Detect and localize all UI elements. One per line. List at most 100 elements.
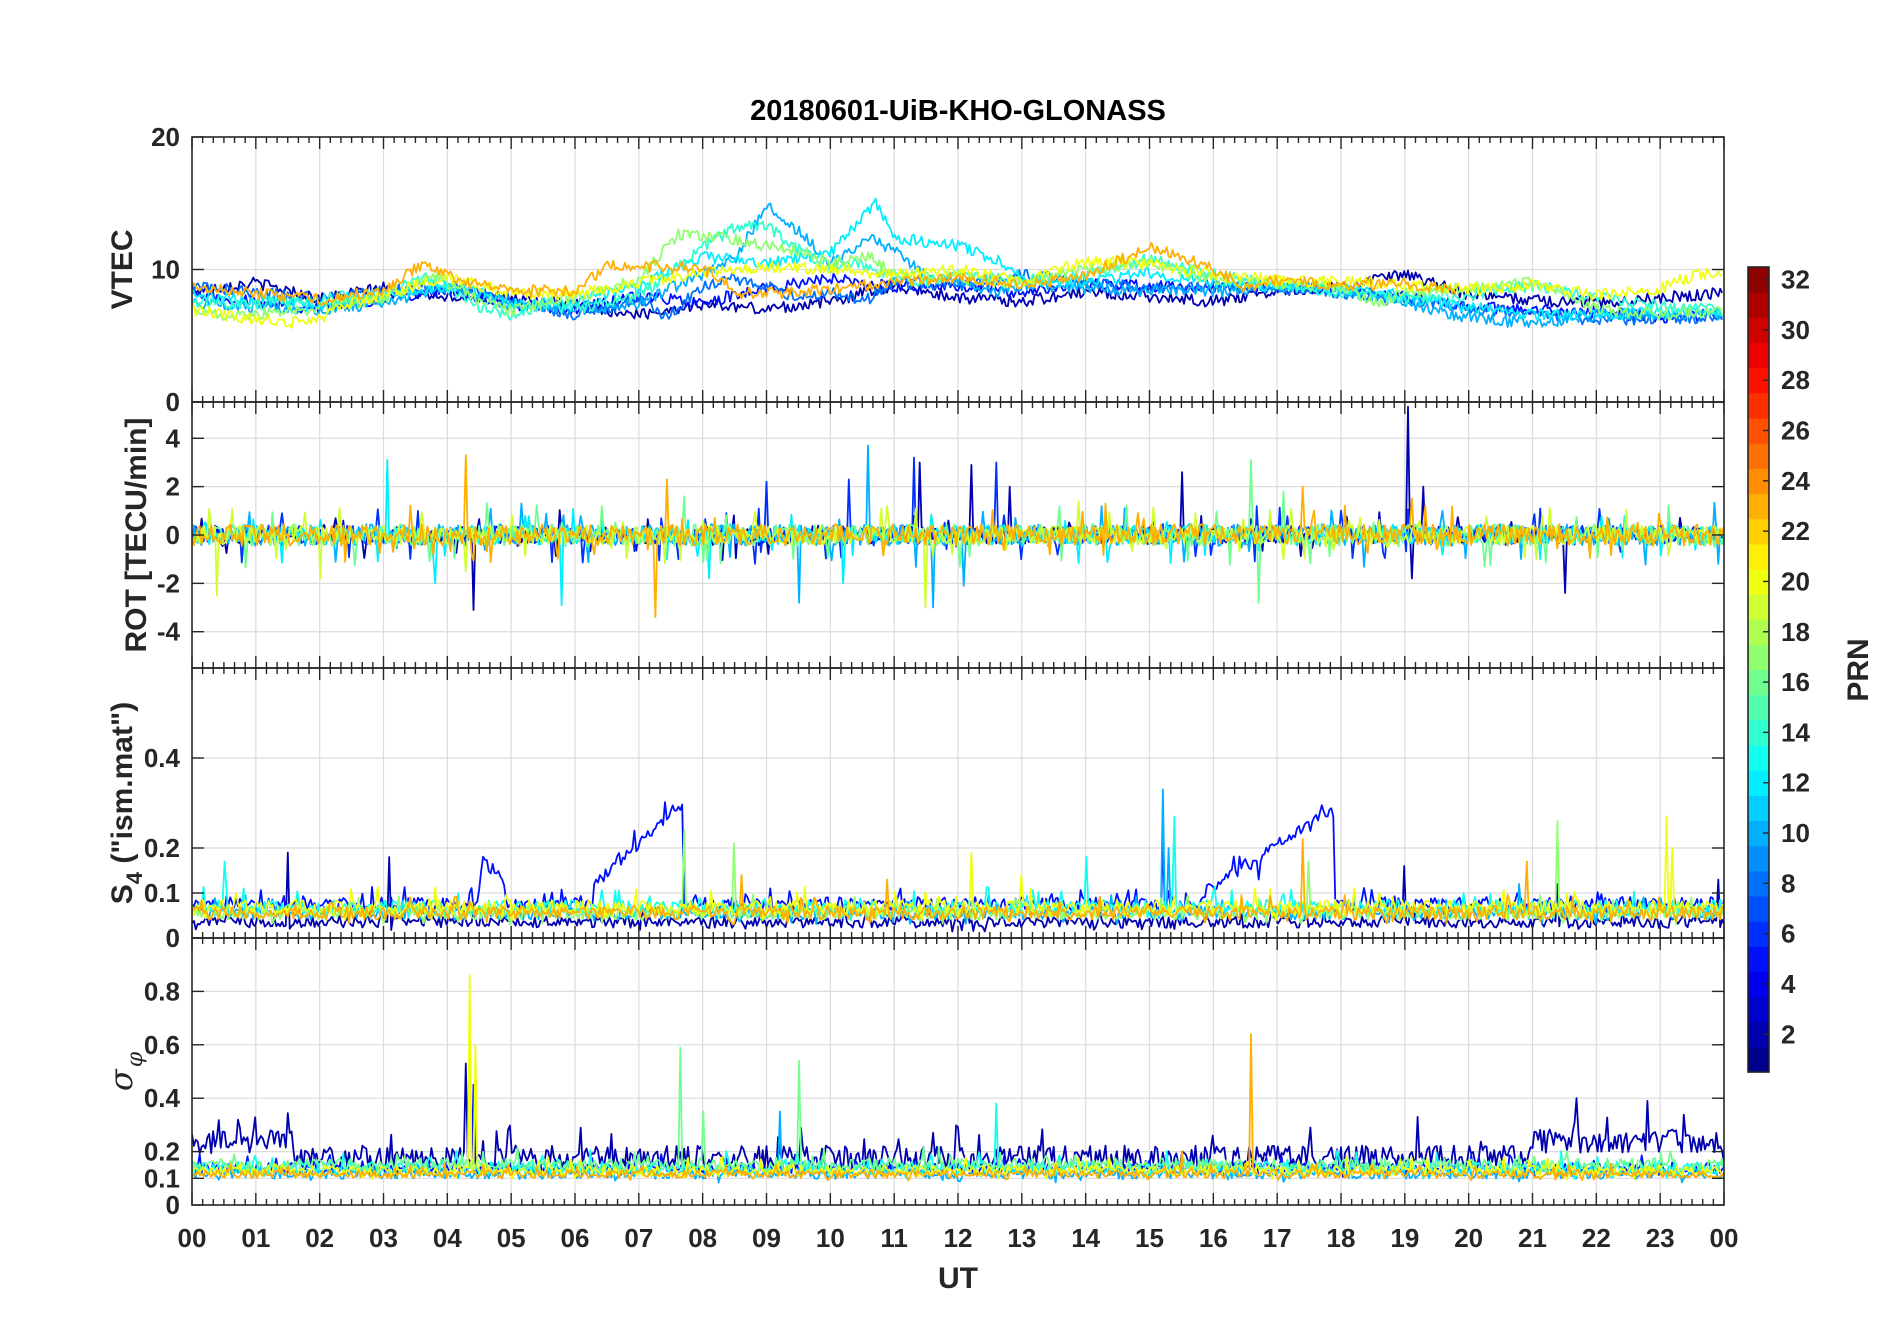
colorbar-tick-label: 30 <box>1781 315 1810 345</box>
rot-y-tick-label: 4 <box>166 423 181 453</box>
x-tick-label: 21 <box>1518 1223 1547 1253</box>
colorbar-tick-label: 12 <box>1781 768 1810 798</box>
colorbar-band <box>1748 971 1769 998</box>
colorbar-frame <box>1747 266 1770 1073</box>
colorbar-band <box>1748 568 1769 595</box>
colorbar-band <box>1748 795 1769 822</box>
s4-ticks: 0 0.1 0.2 0.4 <box>144 668 1725 953</box>
x-tick-label: 09 <box>752 1223 781 1253</box>
colorbar-band <box>1748 417 1769 444</box>
colorbar-tick-label: 8 <box>1781 868 1795 898</box>
x-tick-label: 12 <box>944 1223 973 1253</box>
sigma-y-tick-label: 0.1 <box>144 1163 180 1193</box>
colorbar-tick-label: 32 <box>1781 265 1810 295</box>
x-tick-label: 22 <box>1582 1223 1611 1253</box>
colorbar-tick-label: 18 <box>1781 617 1810 647</box>
colorbar-tick-label: 24 <box>1781 466 1810 496</box>
colorbar-band <box>1748 543 1769 570</box>
colorbar-band <box>1748 619 1769 645</box>
s4-line-prn-20 <box>192 815 1724 923</box>
sigma-line-prn-23 <box>192 1033 1724 1182</box>
vtec-series <box>192 197 1723 329</box>
colorbar-tick-label: 26 <box>1781 416 1810 446</box>
sigma-line-prn-2 <box>192 1062 1724 1179</box>
vtec-ticks: 0 10 20 <box>151 122 1725 417</box>
colorbar-band <box>1748 845 1769 872</box>
sigma-y-tick-label: 0 <box>166 1190 180 1220</box>
colorbar-band <box>1748 770 1769 796</box>
colorbar-tick-label: 6 <box>1781 919 1795 949</box>
x-tick-label: 23 <box>1646 1223 1675 1253</box>
colorbar-tick-label: 22 <box>1781 516 1810 546</box>
panel-rot: -4 -2 0 2 4 ROT [TECU/min] <box>120 401 1725 669</box>
vtec-y-tick-label: 20 <box>151 122 180 152</box>
sigma-y-tick-label: 0.6 <box>144 1030 180 1060</box>
x-tick-label: 04 <box>433 1223 462 1253</box>
panel-s4: 0 0.1 0.2 0.4S4 ("ism.mat") <box>106 667 1725 953</box>
colorbar-band <box>1748 820 1769 847</box>
colorbar-band <box>1748 744 1769 771</box>
colorbar-band <box>1748 644 1769 671</box>
colorbar-tick-label: 14 <box>1781 717 1810 747</box>
x-tick-label: 11 <box>880 1223 908 1253</box>
s4-line-prn-23 <box>192 838 1724 926</box>
vtec-y-tick-label: 0 <box>166 387 180 417</box>
colorbar-band <box>1748 694 1769 721</box>
colorbar-band <box>1748 443 1769 469</box>
x-tick-label: 07 <box>624 1223 653 1253</box>
vtec-grid <box>192 137 1724 402</box>
colorbar-band <box>1748 895 1769 922</box>
colorbar-band <box>1748 1021 1769 1048</box>
vtec-y-axis-label: VTEC <box>106 229 139 309</box>
colorbar-band <box>1748 719 1769 746</box>
sigma-y-tick-label: 0.2 <box>144 1137 180 1167</box>
x-tick-label: 13 <box>1007 1223 1036 1253</box>
rot-y-tick-label: -2 <box>157 568 180 598</box>
x-tick-label: 02 <box>305 1223 334 1253</box>
x-tick-label: 18 <box>1327 1223 1356 1253</box>
rot-ticks: -4 -2 0 2 4 <box>157 402 1725 668</box>
rot-y-axis-label: ROT [TECU/min] <box>120 418 153 653</box>
colorbar-band <box>1748 392 1769 419</box>
colorbar-band <box>1748 317 1769 344</box>
colorbar-band <box>1748 468 1769 495</box>
x-tick-label: 01 <box>241 1223 270 1253</box>
x-tick-label: 00 <box>178 1223 207 1253</box>
panel-vtec: 0 10 20 VTEC <box>106 122 1725 417</box>
x-tick-label: 16 <box>1199 1223 1228 1253</box>
x-tick-label: 17 <box>1263 1223 1292 1253</box>
x-axis-label: UT <box>938 1262 978 1295</box>
rot-y-tick-label: 0 <box>166 520 180 550</box>
sigma-y-tick-label: 0.4 <box>144 1083 181 1113</box>
colorbar-band <box>1748 870 1769 897</box>
sigma-y-tick-label: 0.8 <box>144 976 180 1006</box>
x-tick-label: 08 <box>688 1223 717 1253</box>
chart-title: 20180601-UiB-KHO-GLONASS <box>750 95 1166 127</box>
s4-series <box>192 788 1724 933</box>
x-tick-label: 19 <box>1390 1223 1419 1253</box>
colorbar-tick-label: 28 <box>1781 365 1810 395</box>
rot-y-tick-label: -4 <box>157 617 181 647</box>
x-tick-label: 15 <box>1135 1223 1164 1253</box>
sigma-ticks: 00.10.2 0.4 0.6 0.8 <box>144 938 1725 1220</box>
x-tick-label: 00 <box>1710 1223 1739 1253</box>
colorbar-band <box>1748 493 1769 520</box>
rot-y-tick-label: 2 <box>166 472 180 502</box>
colorbar-band <box>1748 292 1769 318</box>
panel-sigma: 00.10.2 0.4 0.6 0.8 σφ <box>102 937 1725 1220</box>
x-tick-label: 20 <box>1454 1223 1483 1253</box>
vtec-line-prn-12 <box>192 197 1723 321</box>
rot-line-prn-23 <box>192 454 1724 619</box>
colorbar-band <box>1748 594 1769 620</box>
s4-grid <box>192 668 1724 938</box>
sigma-line-prn-20 <box>192 974 1724 1181</box>
sigma-series <box>192 974 1724 1184</box>
colorbar-band <box>1748 669 1769 696</box>
colorbar-band <box>1748 946 1769 972</box>
vtec-y-tick-label: 10 <box>151 255 180 285</box>
colorbar-band <box>1748 921 1769 947</box>
colorbar-tick-label: 10 <box>1781 818 1810 848</box>
colorbar-tick-label: 16 <box>1781 667 1810 697</box>
